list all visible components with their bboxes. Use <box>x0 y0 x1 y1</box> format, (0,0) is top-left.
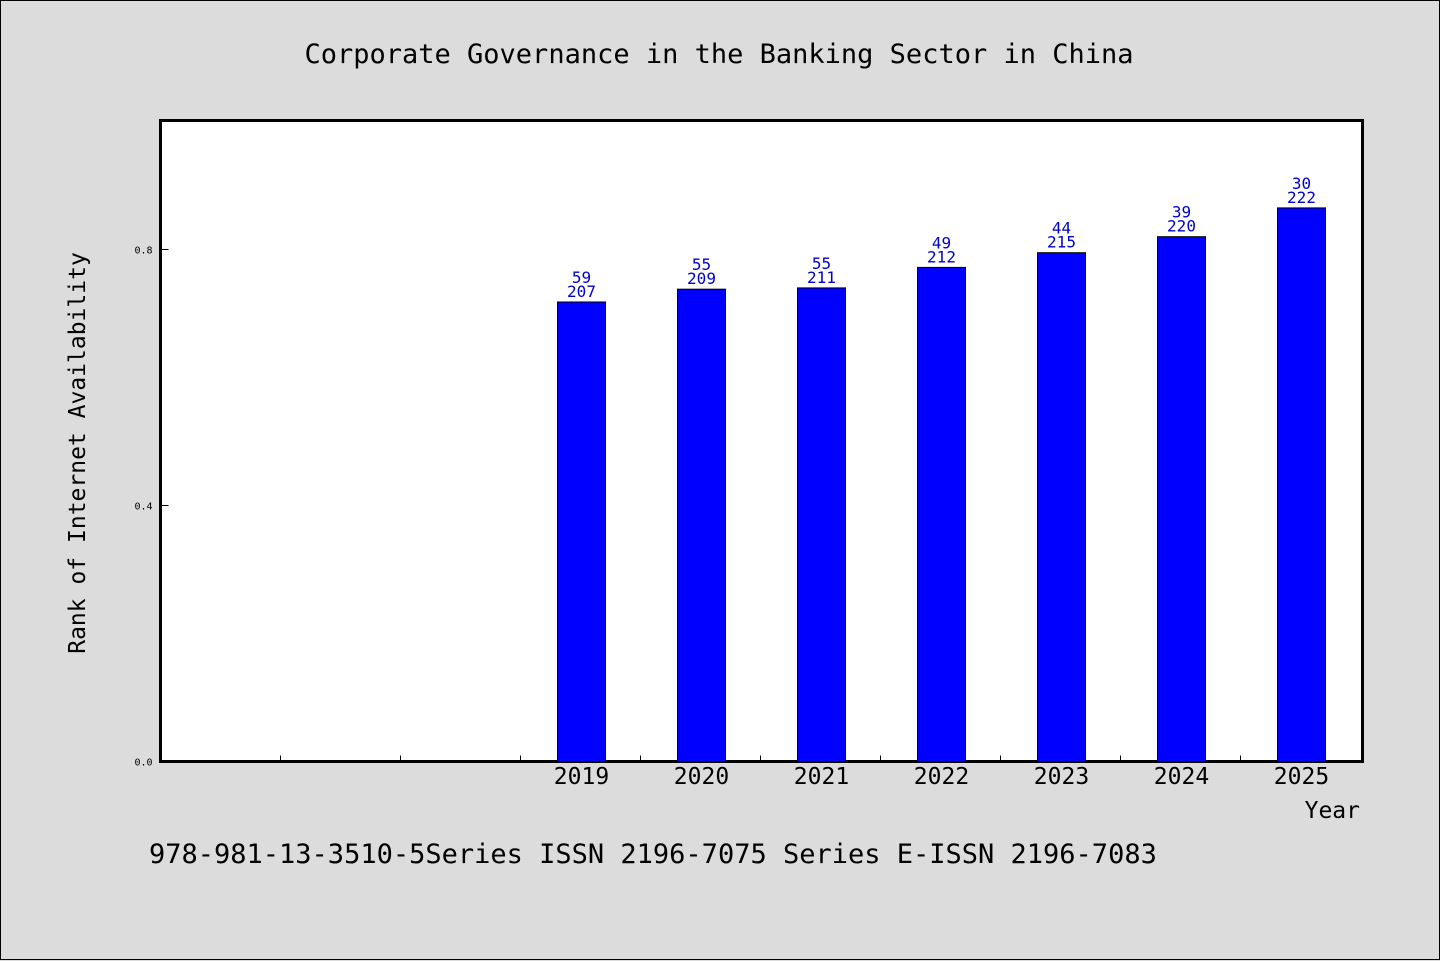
bar-label-top: 39 <box>1172 203 1191 222</box>
bar-label-bottom: 207 <box>567 282 596 301</box>
bar <box>797 287 846 762</box>
x-tick-label: 2025 <box>1274 764 1329 790</box>
y-axis-ticks: 0.0 0.4 0.8 <box>134 246 169 769</box>
bar-label-top: 30 <box>1292 174 1311 193</box>
bar-label-bottom: 212 <box>927 247 956 266</box>
bar-label-top: 55 <box>692 255 711 274</box>
bar-label-bottom: 222 <box>1287 188 1316 207</box>
bar-series <box>557 207 1326 762</box>
y-tick-label: 0.0 <box>134 758 152 769</box>
x-tick-label: 2021 <box>794 764 849 790</box>
bar <box>1037 252 1086 762</box>
x-axis-label: Year <box>1305 798 1360 824</box>
y-tick-label: 0.4 <box>134 502 152 513</box>
x-tick-label: 2024 <box>1154 764 1209 790</box>
bar-label-top: 59 <box>572 268 591 287</box>
bar-label-top: 44 <box>1052 219 1071 238</box>
bar <box>677 288 726 762</box>
x-tick-label: 2019 <box>554 764 609 790</box>
x-axis-ticks: 2019 2020 2021 2022 2023 2024 2025 <box>280 755 1329 790</box>
chart-title: Corporate Governance in the Banking Sect… <box>304 39 1133 70</box>
bar-label-top: 49 <box>932 233 951 252</box>
bar <box>1157 236 1206 762</box>
footer-text: 978-981-13-3510-5Series ISSN 2196-7075 S… <box>149 839 1157 870</box>
y-tick-label: 0.8 <box>134 246 152 257</box>
bar-label-bottom: 220 <box>1167 217 1196 236</box>
bar-label-bottom: 215 <box>1047 233 1076 252</box>
bar <box>1277 207 1326 762</box>
bar-label-bottom: 211 <box>807 268 836 287</box>
y-axis-label: Rank of Internet Availability <box>65 252 91 654</box>
bar-label-top: 55 <box>812 254 831 273</box>
bar-label-bottom: 209 <box>687 269 716 288</box>
x-tick-label: 2023 <box>1034 764 1089 790</box>
bar <box>917 266 966 762</box>
bar <box>557 301 606 762</box>
x-tick-label: 2020 <box>674 764 729 790</box>
x-tick-label: 2022 <box>914 764 969 790</box>
